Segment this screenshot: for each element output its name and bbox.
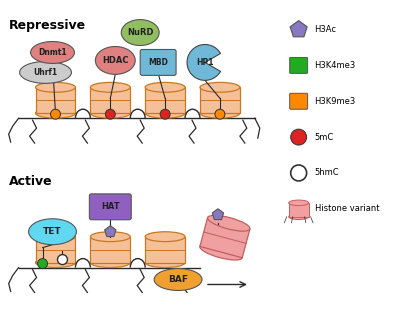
Ellipse shape [36,232,76,242]
Ellipse shape [154,269,202,291]
Circle shape [215,109,225,119]
FancyBboxPatch shape [289,203,309,217]
Wedge shape [187,45,220,80]
Text: MBD: MBD [148,58,168,67]
Ellipse shape [20,61,72,83]
Text: TET: TET [43,227,62,236]
Polygon shape [212,209,224,220]
FancyBboxPatch shape [89,194,131,220]
Ellipse shape [145,108,185,118]
Text: BAF: BAF [168,275,188,284]
Ellipse shape [36,108,76,118]
Circle shape [38,258,48,269]
Text: 5mC: 5mC [315,133,334,142]
Circle shape [291,165,307,181]
Ellipse shape [145,82,185,92]
Ellipse shape [208,215,250,231]
Text: HAT: HAT [101,202,120,211]
FancyBboxPatch shape [145,237,185,263]
Text: Repressive: Repressive [9,19,86,31]
Ellipse shape [36,258,76,268]
Ellipse shape [28,219,76,245]
Ellipse shape [95,47,135,74]
FancyBboxPatch shape [290,57,308,73]
Text: NuRD: NuRD [127,28,154,37]
Ellipse shape [200,82,240,92]
FancyBboxPatch shape [36,87,76,113]
Polygon shape [290,21,307,37]
Ellipse shape [289,200,309,206]
FancyBboxPatch shape [200,87,240,113]
Text: Dnmt1: Dnmt1 [38,48,67,57]
Text: 5hmC: 5hmC [315,169,339,177]
Text: Active: Active [9,175,52,188]
Ellipse shape [90,232,130,242]
Text: H3K9me3: H3K9me3 [315,97,356,106]
Circle shape [291,129,307,145]
Ellipse shape [289,214,309,219]
Circle shape [105,109,115,119]
FancyBboxPatch shape [140,50,176,75]
FancyBboxPatch shape [90,87,130,113]
FancyBboxPatch shape [145,87,185,113]
Ellipse shape [36,82,76,92]
Text: HDAC: HDAC [102,56,128,65]
FancyBboxPatch shape [290,93,308,109]
Ellipse shape [90,82,130,92]
Ellipse shape [121,20,159,46]
Text: HP1: HP1 [196,58,214,67]
Ellipse shape [145,232,185,242]
Ellipse shape [30,42,74,63]
FancyBboxPatch shape [200,217,250,258]
Ellipse shape [200,244,242,260]
Text: Histone variant: Histone variant [315,204,379,213]
Ellipse shape [90,258,130,268]
Text: H3K4me3: H3K4me3 [315,61,356,70]
Ellipse shape [90,108,130,118]
Circle shape [160,109,170,119]
FancyBboxPatch shape [90,237,130,263]
Ellipse shape [145,258,185,268]
Text: H3Ac: H3Ac [315,25,337,34]
FancyBboxPatch shape [36,237,76,263]
Circle shape [58,255,68,265]
Circle shape [50,109,60,119]
Text: Uhrf1: Uhrf1 [34,68,58,77]
Polygon shape [105,226,116,236]
Ellipse shape [200,108,240,118]
